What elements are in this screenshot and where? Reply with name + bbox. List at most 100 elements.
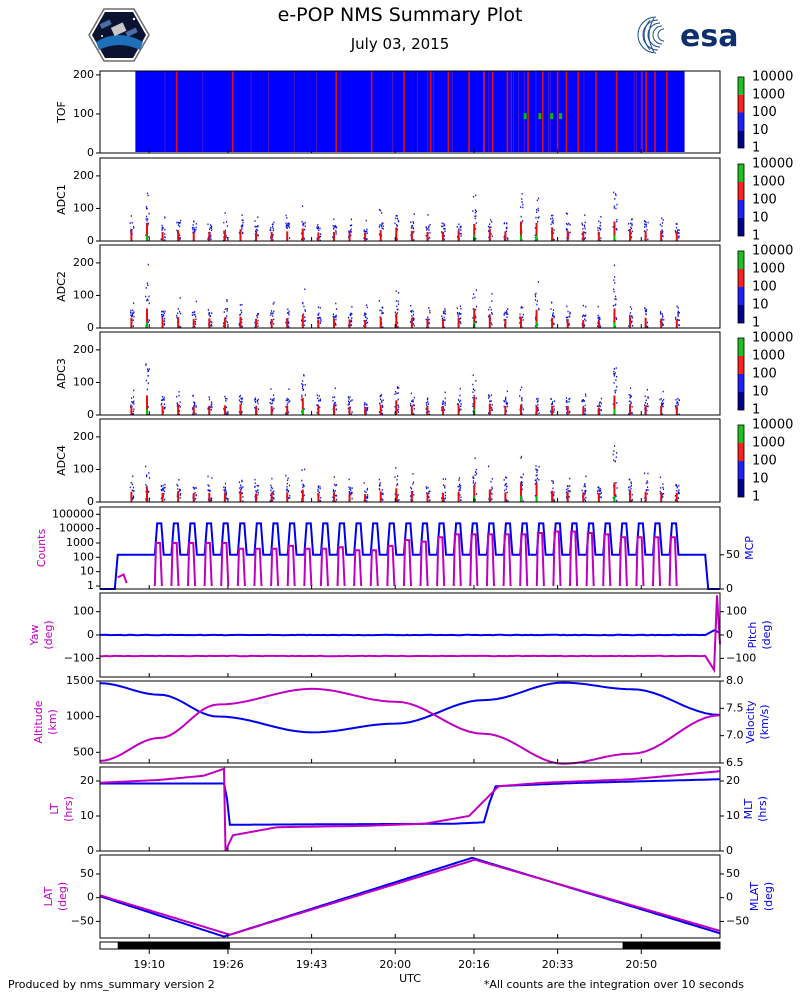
adc-point [382,312,384,314]
adc-point [459,387,461,390]
adc-point [333,218,335,221]
adc-point [661,405,663,407]
adc-point [317,485,319,487]
adc-point [569,410,571,413]
adc-point [397,326,399,328]
adc-dense-bar [379,230,382,241]
adc-point [210,320,212,323]
adc-point [304,310,306,313]
adc-point [661,313,663,315]
adc-point [644,220,646,223]
adc-dense-bar [379,491,382,502]
colorbar-tick-label: 10000 [752,244,793,259]
adc-point [630,395,633,398]
adc-point [599,316,601,319]
adc-point [378,225,381,228]
adc-point [160,238,162,241]
tof-green-spot [550,113,554,120]
adc-point [629,486,631,488]
adc-point [350,413,352,416]
adc-point [474,209,477,212]
adc-point [335,315,337,318]
adc-point [394,493,396,495]
adc-point [380,393,383,396]
adc-point [300,500,303,503]
counts-pulse [618,536,628,587]
adc-dense-bar [348,319,351,328]
adc-point [286,227,289,229]
adc-point [179,406,181,408]
adc-dense-bar [473,396,476,415]
adc-dense-bar [192,406,195,415]
adc-high-count [145,322,148,328]
adc-point [398,406,400,408]
adc-point [379,224,381,226]
adc-point [489,395,491,398]
adc-point [553,405,555,408]
adc-point [381,404,384,407]
adc-point [506,405,509,408]
colorbar-tick-label: 1 [752,316,760,331]
adc-dense-bar [629,490,632,502]
adc-dense-bar [597,492,600,502]
adc-point [256,229,259,232]
adc-point [365,413,367,415]
adc-point [488,394,490,396]
adc-point [147,218,149,220]
adc-point [210,224,212,226]
adc-point [145,465,147,468]
adc-dense-bar [270,318,273,328]
adc-point [132,413,134,415]
adc-point [381,212,383,214]
adc-point [286,217,288,219]
adc-point [395,290,397,293]
adc-point [378,299,380,302]
adc-point [661,225,663,227]
adc-point [366,500,368,502]
adc-point [288,321,290,324]
adc-point [379,309,381,312]
adc-point [381,312,383,315]
adc-point [676,404,678,407]
adc-point [615,456,617,459]
adc-point [505,401,507,404]
adc-dense-bar [145,395,148,415]
adc-point [163,312,165,314]
adc-point [613,450,615,452]
adc-point [381,412,384,415]
adc-point [242,219,244,222]
adc-point [303,305,305,308]
counts-pulse [585,532,595,587]
adc-point [616,218,618,221]
adc-dense-bar [410,405,413,415]
adc-point [349,313,351,316]
adc-point [348,491,350,493]
adc-point [412,481,415,484]
adc-point [598,405,600,407]
adc-dense-bar [177,230,180,241]
adc-point [160,399,163,402]
adc-point [226,236,228,239]
adc-point [428,492,430,495]
adc-point [316,394,318,397]
adc-point [443,238,445,241]
adc-point [195,228,197,231]
adc-point [631,405,633,408]
y-tick-label: 1000 [66,536,94,549]
adc-point [394,406,396,408]
adc-point [319,316,321,319]
colorbar-tick-label: 10000 [752,418,793,433]
adc-point [568,398,570,401]
adc-point [630,402,632,405]
lt-line [99,767,721,852]
adc-dense-bar [130,317,133,328]
adc-point [304,228,306,231]
adc-point [193,404,195,407]
adc-point [519,395,521,397]
adc-dense-bar [130,491,133,502]
adc-point [613,368,615,370]
adc-point [550,214,553,217]
adc-point [519,313,521,316]
adc-point [458,312,460,314]
adc-point [225,497,227,500]
